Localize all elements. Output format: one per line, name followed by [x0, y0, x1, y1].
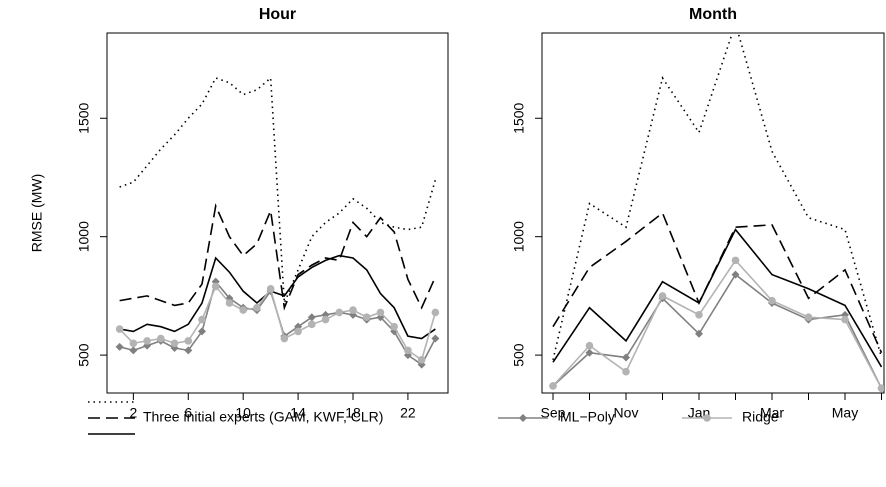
x-tick-label: 18	[345, 405, 361, 421]
marker	[115, 342, 124, 351]
series-line	[119, 254, 436, 340]
x-tick-label: 10	[235, 405, 251, 421]
marker	[143, 337, 151, 345]
y-axis-label: RMSE (MW)	[29, 174, 45, 253]
marker	[197, 327, 206, 336]
marker	[585, 348, 594, 357]
marker	[731, 270, 740, 279]
marker	[622, 367, 630, 376]
series-line	[552, 228, 883, 368]
marker	[321, 315, 330, 324]
y-tick-label: 1500	[511, 102, 527, 133]
chart-title: Month	[689, 6, 737, 23]
marker	[280, 334, 289, 343]
marker	[225, 299, 234, 307]
series-line	[552, 259, 883, 389]
marker	[335, 308, 344, 317]
marker	[390, 322, 398, 331]
marker	[703, 414, 711, 422]
series-line	[119, 76, 437, 304]
y-tick-label: 1500	[76, 102, 92, 133]
x-tick-label: Nov	[614, 405, 639, 421]
marker	[622, 353, 630, 362]
marker	[307, 313, 316, 322]
marker	[129, 339, 138, 348]
series-group	[115, 76, 440, 369]
marker	[417, 356, 426, 364]
y-tick-label: 500	[511, 343, 527, 367]
marker	[431, 308, 440, 317]
legend-label: ML−Poly	[560, 409, 615, 425]
legend-label: Ridge	[742, 409, 779, 425]
x-tick-label: May	[832, 405, 858, 421]
series-line	[119, 284, 437, 362]
y-tick-label: 500	[76, 343, 92, 367]
marker	[157, 334, 165, 343]
x-tick-label: 6	[184, 405, 192, 421]
marker	[115, 325, 124, 333]
legend-label: Three initial experts (GAM, KWF, CLR)	[143, 409, 383, 425]
marker	[129, 346, 138, 355]
marker	[376, 308, 385, 317]
plot-frame	[106, 32, 449, 394]
marker	[294, 327, 302, 336]
x-tick-label: 14	[290, 405, 306, 421]
marker	[804, 313, 813, 322]
marker	[170, 339, 179, 348]
marker	[362, 313, 371, 322]
marker	[695, 311, 703, 319]
marker	[877, 384, 884, 393]
marker	[211, 282, 220, 291]
marker	[768, 296, 776, 305]
marker	[198, 315, 206, 324]
series-line	[119, 203, 437, 311]
x-tick-label: 22	[400, 405, 416, 421]
marker	[266, 284, 275, 293]
series-line	[552, 211, 883, 354]
marker	[184, 337, 193, 345]
series-line	[552, 273, 883, 389]
x-tick-label: Mar	[760, 405, 784, 421]
y-tick-label: 1000	[76, 221, 92, 252]
marker	[184, 346, 193, 355]
chart-title: Hour	[259, 6, 296, 23]
x-tick-label: Sep	[541, 405, 566, 421]
marker	[431, 334, 440, 343]
y-tick-label: 1000	[511, 221, 527, 252]
marker	[695, 329, 703, 338]
marker	[308, 320, 316, 329]
marker	[585, 341, 594, 350]
marker	[349, 306, 357, 314]
marker	[253, 303, 261, 312]
marker	[731, 256, 740, 265]
marker	[239, 306, 247, 314]
marker	[519, 414, 527, 422]
marker	[658, 292, 667, 300]
marker	[549, 382, 557, 390]
marker	[404, 346, 412, 355]
series-line	[552, 33, 883, 361]
series-group	[549, 33, 884, 393]
marker	[841, 315, 849, 324]
x-tick-label: 2	[129, 405, 137, 421]
plot-frame	[541, 32, 885, 394]
